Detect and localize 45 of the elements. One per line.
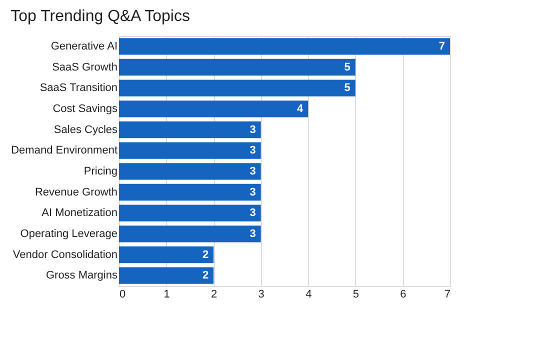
- x-tick-label: 3: [258, 288, 264, 300]
- bar: [119, 204, 261, 222]
- y-tick-label: Operating Leverage: [20, 228, 118, 240]
- data-label: 3: [250, 186, 256, 198]
- bar: [119, 163, 261, 180]
- bar: [119, 80, 356, 96]
- bar: [119, 58, 356, 76]
- x-tick-label: 4: [306, 288, 312, 300]
- bar: [119, 38, 450, 55]
- data-label: 2: [202, 248, 209, 261]
- data-label: 3: [250, 124, 256, 136]
- y-tick-label: Sales Cycles: [54, 124, 118, 136]
- data-label: 5: [344, 61, 350, 74]
- bar: [119, 246, 214, 264]
- x-tick-label: 0: [120, 288, 126, 300]
- y-tick-label: Generative AI: [50, 40, 118, 52]
- bar: [119, 226, 261, 242]
- y-tick-label: Gross Margins: [46, 270, 118, 282]
- bar: [119, 142, 261, 159]
- x-tick-label: 2: [211, 288, 218, 300]
- x-tick-label: 6: [400, 288, 406, 300]
- x-tick-label: 7: [444, 288, 450, 300]
- bar: [119, 184, 261, 201]
- data-label: 3: [250, 228, 256, 240]
- y-tick-label: Demand Environment: [11, 144, 118, 157]
- data-label: 5: [344, 82, 350, 94]
- x-tick-label: 1: [164, 288, 170, 300]
- chart-title: Top Trending Q&A Topics: [10, 8, 190, 25]
- y-tick-label: Revenue Growth: [34, 186, 118, 198]
- x-tick-label: 5: [352, 288, 359, 300]
- bar: [119, 267, 214, 284]
- data-label: 3: [250, 207, 256, 220]
- y-tick-label: SaaS Growth: [52, 61, 118, 74]
- data-label: 3: [250, 165, 256, 178]
- data-label: 4: [297, 102, 304, 115]
- bar: [119, 121, 261, 138]
- data-label: 2: [202, 270, 209, 282]
- y-tick-label: Cost Savings: [52, 102, 118, 115]
- data-label: 3: [250, 144, 256, 157]
- data-label: 7: [438, 40, 445, 52]
- y-tick-label: AI Monetization: [42, 207, 118, 220]
- y-tick-label: SaaS Transition: [40, 82, 118, 94]
- y-tick-label: Pricing: [84, 165, 118, 178]
- y-tick-label: Vendor Consolidation: [12, 248, 118, 261]
- bar: [119, 100, 308, 118]
